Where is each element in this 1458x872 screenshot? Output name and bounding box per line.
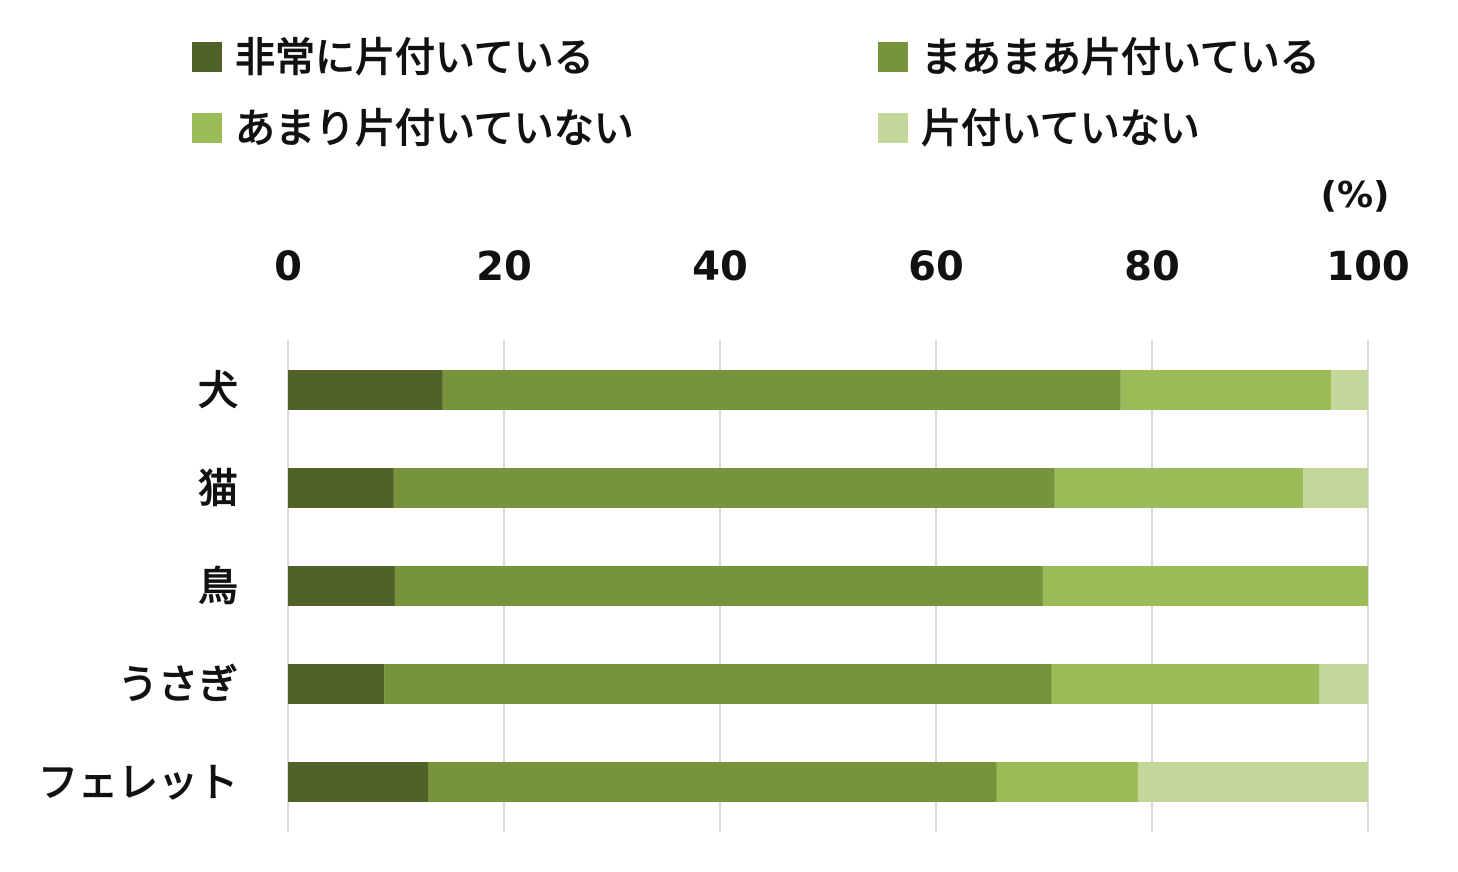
legend-swatch: [878, 42, 908, 72]
bar-segment: [384, 664, 1052, 704]
bar-segment: [996, 762, 1138, 802]
bar-segment: [288, 762, 429, 802]
category-label: 犬: [198, 368, 238, 414]
x-tick-label: 40: [692, 244, 748, 290]
bar-segment: [1054, 468, 1304, 508]
x-tick-label: 60: [908, 244, 964, 290]
bar-segment: [288, 468, 394, 508]
category-label: 鳥: [198, 564, 238, 610]
legend-swatch: [192, 42, 222, 72]
bar-segment: [288, 370, 443, 410]
bar-segment: [393, 468, 1055, 508]
legend-label: 非常に片付いている: [235, 35, 594, 81]
bar-segment: [442, 370, 1121, 410]
bar-segment: [394, 566, 1043, 606]
x-tick-label: 0: [274, 244, 302, 290]
legend-swatch: [878, 113, 908, 143]
bar-segment: [428, 762, 997, 802]
legend-label: まあまあ片付いている: [921, 35, 1320, 81]
legend-swatch: [192, 113, 222, 143]
legend-label: 片付いていない: [921, 106, 1200, 152]
legend-label: あまり片付いていない: [235, 106, 634, 152]
unit-label: (%): [1321, 175, 1390, 216]
x-tick-label: 20: [476, 244, 532, 290]
bar-segment: [288, 664, 385, 704]
x-tick-label: 80: [1124, 244, 1180, 290]
bar-segment: [1042, 566, 1368, 606]
bar-segment: [1137, 762, 1368, 802]
category-label: うさぎ: [118, 662, 238, 708]
bar-segment: [1051, 664, 1320, 704]
bar-segment: [1331, 370, 1368, 410]
bar-segment: [288, 566, 395, 606]
legend-item: 非常に片付いている: [192, 35, 594, 81]
category-label: フェレット: [38, 760, 238, 806]
x-tick-label: 100: [1326, 244, 1410, 290]
x-axis-ticks: 0 20 40 60 80 100: [274, 244, 1410, 290]
bar-segment: [1319, 664, 1368, 704]
bars: [288, 370, 1368, 802]
legend-item: あまり片付いていない: [192, 106, 634, 152]
bar-segment: [1120, 370, 1332, 410]
category-label: 猫: [198, 466, 238, 512]
bar-segment: [1303, 468, 1368, 508]
legend-item: 片付いていない: [878, 106, 1200, 152]
legend-item: まあまあ片付いている: [878, 35, 1320, 81]
